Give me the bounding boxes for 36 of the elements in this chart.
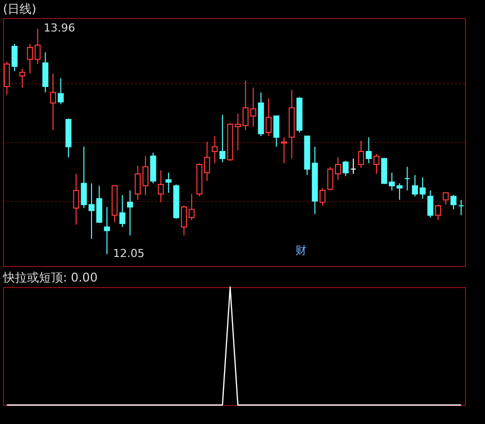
candlestick — [219, 114, 226, 163]
candlestick — [73, 173, 80, 226]
candlestick — [127, 190, 134, 236]
candlestick — [450, 194, 456, 210]
candlestick — [320, 188, 326, 206]
candlestick — [166, 172, 172, 194]
candlestick — [158, 170, 164, 203]
candlestick — [458, 199, 464, 216]
chart-title: 快拉或短顶: 0.00 — [2, 270, 98, 284]
candlestick — [435, 204, 442, 220]
annotation: 13.96 — [44, 22, 76, 35]
candlestick — [250, 87, 256, 128]
candlestick — [281, 136, 288, 164]
candlestick — [404, 166, 410, 191]
candlestick — [266, 98, 272, 137]
candlestick — [442, 192, 449, 206]
candlestick — [50, 73, 56, 131]
candlestick — [358, 140, 364, 168]
candlestick — [342, 160, 349, 177]
candlestick — [58, 78, 64, 105]
candlestick — [42, 52, 48, 93]
candlestick — [350, 158, 356, 174]
candlestick — [104, 206, 110, 255]
chart-title: (日线) — [3, 2, 36, 16]
candlestick — [4, 61, 10, 96]
candlestick — [366, 136, 372, 164]
candlestick — [19, 68, 26, 88]
candlestick — [373, 153, 380, 174]
annotation: 12.05 — [112, 247, 144, 260]
candlestick — [12, 43, 18, 72]
candlestick — [427, 190, 434, 218]
candlestick — [96, 185, 102, 223]
candlestick — [212, 136, 218, 164]
annotation: 财 — [295, 244, 306, 257]
candlestick — [273, 116, 280, 148]
candlestick — [119, 194, 126, 228]
